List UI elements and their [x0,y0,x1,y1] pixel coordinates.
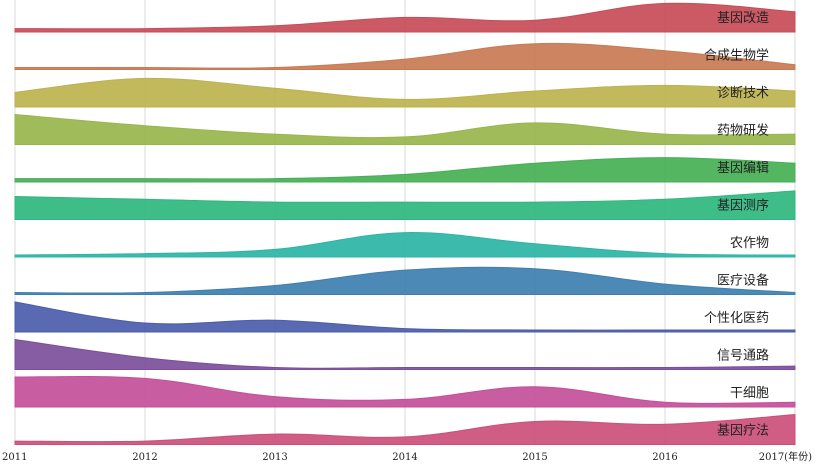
x-tick-label: 2013 [262,452,287,463]
x-tick-label: 2015 [522,452,547,463]
ridge-area [14,42,796,70]
series-label: 个性化医药 [704,311,769,326]
ridge-area [14,266,796,295]
ridge-area [14,77,796,108]
x-tick-label: 2011 [2,452,27,463]
ridge-area [14,157,796,183]
grid-lines [14,0,796,445]
series-label: 基因疗法 [717,424,769,439]
series-labels: 基因改造合成生物学诊断技术药物研发基因编辑基因测序农作物医疗设备个性化医药信号通… [704,11,769,439]
series-label: 基因编辑 [717,161,769,176]
series-label: 合成生物学 [704,48,769,64]
ridge-area [14,113,796,145]
series-label: 信号通路 [717,348,769,364]
ridge-area [14,413,796,445]
x-tick-label: 2017(年份) [759,450,812,463]
series-label: 药物研发 [717,123,769,139]
ridge-area [14,301,796,333]
x-tick-label: 2016 [652,452,677,463]
ridge-area [14,338,796,370]
series-label: 干细胞 [730,386,769,401]
ridge-area [14,2,796,33]
x-tick-label: 2014 [392,452,417,463]
series-label: 基因测序 [717,199,769,214]
series-label: 诊断技术 [717,86,769,101]
ridge-series [14,2,796,445]
series-label: 农作物 [730,236,769,251]
x-axis-ticks: 2011 2012 2013 2014 2015 2016 2017(年份) [2,450,812,463]
ridge-area [14,190,796,220]
series-label: 基因改造 [717,11,769,26]
ridge-area [14,232,796,258]
ridge-area [14,375,796,408]
x-tick-label: 2012 [132,452,157,463]
series-label: 医疗设备 [717,273,769,289]
